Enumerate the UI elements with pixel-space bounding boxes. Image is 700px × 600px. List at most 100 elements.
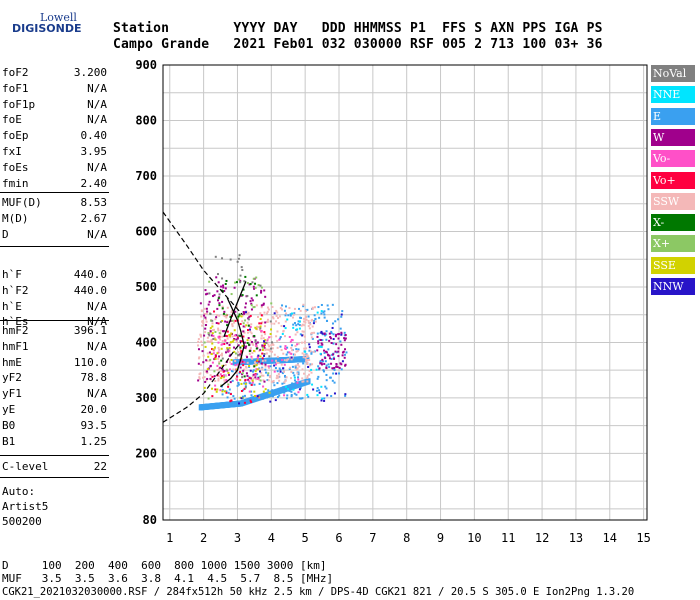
- echo-point: [206, 310, 209, 313]
- echo-point: [248, 328, 251, 331]
- echo-point: [241, 269, 244, 272]
- echo-point: [328, 339, 331, 342]
- echo-point: [308, 343, 311, 346]
- echo-point: [246, 294, 249, 297]
- echo-point: [255, 276, 258, 279]
- echo-point: [270, 322, 273, 325]
- echo-point: [249, 300, 252, 303]
- echo-point: [296, 372, 299, 375]
- echo-point: [297, 376, 300, 379]
- echo-point: [313, 314, 316, 317]
- echo-point: [218, 302, 221, 305]
- echo-point: [217, 299, 220, 302]
- echo-point: [224, 334, 227, 337]
- echo-point: [243, 346, 246, 349]
- echo-point: [302, 356, 305, 359]
- echo-point: [217, 297, 220, 300]
- echo-point: [214, 388, 217, 391]
- echo-point: [263, 341, 266, 344]
- echo-point: [317, 375, 320, 378]
- echo-point: [333, 366, 336, 369]
- echo-point: [243, 368, 246, 371]
- echo-point: [290, 393, 293, 396]
- echo-point: [212, 337, 215, 340]
- echo-point: [254, 282, 257, 285]
- echo-point: [337, 347, 340, 350]
- echo-point: [255, 327, 258, 330]
- echo-point: [278, 338, 281, 341]
- echo-point: [324, 334, 327, 337]
- echo-point: [228, 361, 231, 364]
- echo-point: [339, 362, 342, 365]
- echo-point: [238, 313, 241, 316]
- echo-point: [241, 344, 244, 347]
- echo-point: [326, 304, 329, 307]
- echo-point: [308, 369, 311, 372]
- echo-point: [213, 370, 216, 373]
- echo-point: [261, 359, 264, 362]
- param-name: M(D): [2, 211, 29, 225]
- echo-point: [250, 383, 253, 386]
- echo-point: [218, 304, 221, 307]
- echo-point: [282, 330, 285, 333]
- echo-point: [271, 350, 274, 353]
- echo-point: [293, 322, 296, 325]
- echo-point: [254, 326, 257, 329]
- echo-point: [217, 341, 220, 344]
- echo-point: [204, 380, 207, 383]
- echo-point: [208, 334, 211, 337]
- echo-point: [203, 341, 206, 344]
- header-values: Campo Grande 2021 Feb01 032 030000 RSF 0…: [113, 37, 603, 52]
- param-value: 396.1: [73, 324, 107, 337]
- echo-point: [258, 322, 261, 325]
- echo-point: [296, 381, 299, 384]
- echo-point: [324, 385, 327, 388]
- echo-point: [318, 316, 321, 319]
- param-value: 8.53: [80, 196, 108, 209]
- footer-muf-row: MUF 3.5 3.5 3.6 3.8 4.1 4.5 5.7 8.5 [MHz…: [2, 572, 334, 585]
- echo-point: [221, 393, 224, 396]
- y-tick-label: 600: [135, 224, 157, 238]
- echo-point: [239, 366, 242, 369]
- echo-point: [219, 329, 222, 332]
- echo-point: [209, 319, 212, 322]
- echo-point: [258, 368, 261, 371]
- echo-point: [278, 367, 281, 370]
- echo-point: [220, 343, 223, 346]
- legend-item: NNE: [651, 86, 695, 104]
- echo-point: [298, 324, 301, 327]
- echo-point: [221, 354, 224, 357]
- panel-separator: [0, 246, 109, 247]
- echo-point: [325, 330, 328, 333]
- echo-point: [239, 379, 242, 382]
- echo-point: [230, 358, 233, 361]
- echo-point: [293, 376, 296, 379]
- echo-point: [284, 379, 287, 382]
- echo-point: [263, 331, 266, 334]
- echo-point: [216, 369, 219, 372]
- echo-point: [198, 376, 201, 379]
- echo-point: [306, 308, 309, 311]
- echo-point: [249, 377, 252, 380]
- panel-separator: [0, 477, 109, 478]
- echo-point: [211, 395, 214, 398]
- echo-point: [221, 364, 224, 367]
- echo-point: [341, 360, 344, 363]
- echo-point: [330, 358, 333, 361]
- echo-point: [279, 370, 282, 373]
- echo-point: [252, 306, 255, 309]
- x-tick-label: 2: [200, 531, 207, 545]
- echo-point: [237, 257, 240, 260]
- x-tick-label: 10: [467, 531, 481, 545]
- echo-point: [284, 385, 287, 388]
- echo-point: [227, 373, 230, 376]
- echo-point: [255, 368, 258, 371]
- param-value: N/A: [87, 315, 107, 329]
- echo-point: [242, 314, 245, 317]
- echo-point: [302, 317, 305, 320]
- echo-point: [242, 311, 245, 314]
- echo-point: [248, 315, 251, 318]
- echo-point: [224, 287, 227, 290]
- echo-point: [307, 365, 310, 368]
- echo-point: [255, 342, 258, 345]
